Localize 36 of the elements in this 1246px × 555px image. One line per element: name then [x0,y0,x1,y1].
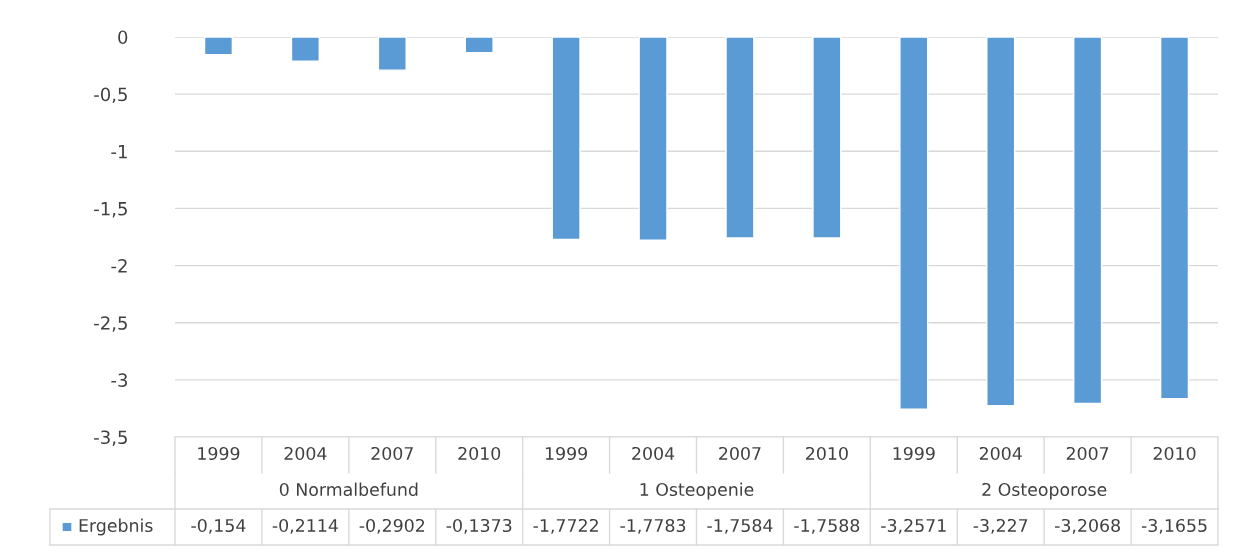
data-label: -1,7584 [707,518,773,534]
x-tick-label: 2004 [284,446,327,461]
data-label: -3,2068 [1054,518,1120,534]
x-tick-label: 2007 [1066,446,1109,461]
text: 1 Osteopenie [640,482,754,500]
y-tick-label: -2 [111,259,127,273]
text: 2 Osteoporose [982,482,1107,500]
y-tick-label: -2,5 [94,316,127,332]
data-label: -0,2114 [272,518,338,534]
x-tick-label: 1999 [893,446,935,461]
x-tick-label: 1999 [198,446,240,461]
y-tick-label: -3 [111,373,128,387]
data-label: -1,7722 [533,518,598,534]
x-tick-label: 2004 [632,446,675,461]
y-tick-label: -1 [111,144,127,159]
y-tick-label: -3,5 [94,430,127,446]
x-tick-label: 2010 [806,446,848,461]
x-tick-label: 1999 [545,446,587,461]
data-label: -0,1373 [446,518,512,534]
data-label: -3,227 [973,518,1028,534]
data-label: -1,7783 [620,518,686,534]
x-tick-label: 2010 [458,446,501,461]
data-label: -0,154 [191,518,246,534]
y-tick-label: -0,5 [94,87,127,104]
x-tick-label: 2007 [719,446,761,461]
y-tick-label: -1,5 [94,202,127,218]
data-label: -3,1655 [1141,518,1207,534]
y-tick-label: 0 [118,30,128,45]
data-label: -1,7588 [794,518,860,534]
x-tick-label: 2004 [979,446,1022,461]
x-tick-label: 2010 [1153,446,1196,461]
data-label: -3,2571 [881,518,946,534]
data-label: -0,2902 [359,518,425,534]
text: 0 Normalbefund [279,482,418,497]
legend-label: Ergebnis [79,518,153,536]
x-tick-label: 2007 [371,446,413,461]
